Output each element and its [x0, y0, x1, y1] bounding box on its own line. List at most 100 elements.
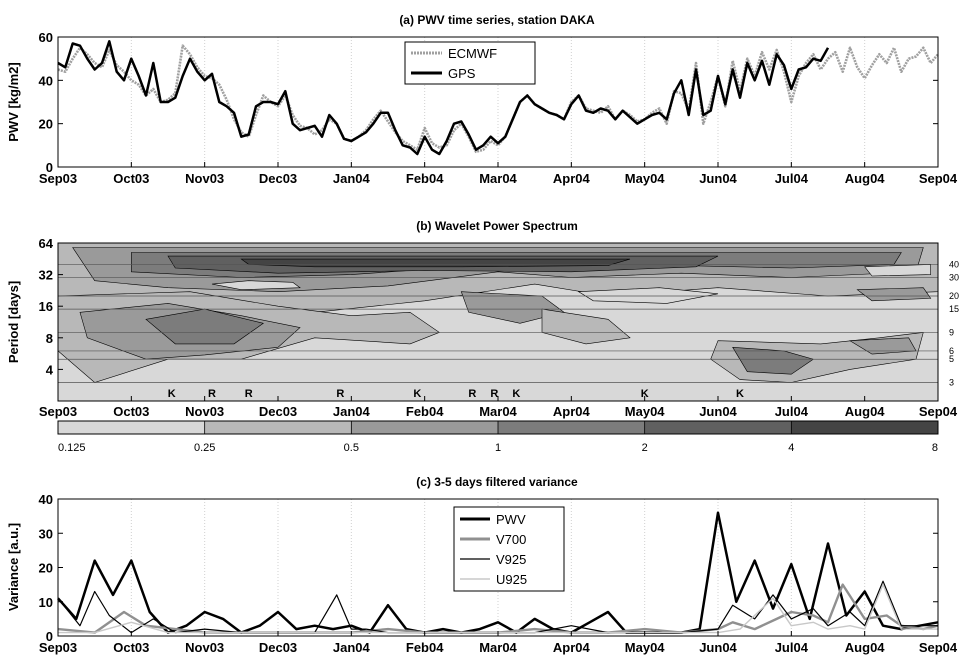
x-tick-label: Jul04	[775, 404, 809, 419]
x-tick-label: Feb04	[406, 171, 444, 186]
event-marker: R	[490, 388, 498, 400]
panel-c-title: (c) 3-5 days filtered variance	[416, 475, 578, 489]
series-pwv-line	[57, 511, 939, 634]
right-tick-label: 5	[949, 354, 954, 364]
y-tick-label: 32	[39, 268, 53, 283]
y-tick-label: 20	[39, 561, 53, 576]
colorbar-tick-label: 0.5	[344, 442, 359, 454]
colorbar-ticks: 0.125 0.25 0.5 1 2 4 8	[57, 421, 939, 454]
event-marker: K	[641, 388, 649, 400]
event-marker: R	[245, 388, 253, 400]
colorbar-swatch	[498, 421, 645, 434]
x-tick-label: Sep03	[39, 640, 77, 655]
x-tick-label: Oct03	[113, 171, 149, 186]
x-tick-label: Jan04	[333, 640, 371, 655]
colorbar-tick-label: 8	[932, 442, 938, 454]
panel-b-title: (b) Wavelet Power Spectrum	[416, 219, 578, 233]
wavelet-power-region	[145, 308, 265, 345]
x-tick-label: Sep04	[919, 640, 958, 655]
wavelet-power-region	[240, 258, 631, 268]
panel-c-legend: PWV V700 V925 U925	[453, 506, 565, 592]
legend-gps-label: GPS	[448, 66, 476, 81]
y-tick-label: 8	[46, 331, 53, 346]
colorbar-swatch	[644, 421, 792, 434]
x-tick-label: Nov03	[185, 171, 224, 186]
panel-a-ylabel: PWV [kg/m2]	[6, 62, 21, 141]
panel-a: (a) PWV time series, station DAKA 0 20 40 6…	[6, 13, 958, 186]
x-tick-label: Jan04	[333, 404, 371, 419]
y-tick-label: 0	[46, 629, 53, 644]
y-tick-label: 64	[39, 236, 54, 251]
y-tick-label: 40	[39, 73, 53, 88]
x-tick-label: Jul04	[775, 640, 809, 655]
colorbar-tick-label: 2	[642, 442, 648, 454]
right-tick-label: 40	[949, 259, 959, 269]
panel-a-title: (a) PWV time series, station DAKA	[399, 13, 595, 27]
colorbar-tick-label: 4	[788, 442, 794, 454]
wavelet-power-region	[732, 346, 814, 375]
y-tick-label: 0	[46, 160, 53, 175]
colorbar-swatch	[204, 421, 352, 434]
panel-c: (c) 3-5 days filtered variance 0 10 20 30 40…	[6, 475, 958, 655]
panel-a-legend: ECMWF GPS	[404, 41, 536, 85]
panel-c-y-ticks: 0 10 20 30 40	[39, 492, 938, 644]
x-tick-label: Mar04	[479, 171, 517, 186]
wavelet-low-power-patch	[211, 280, 301, 291]
x-tick-label: Feb04	[406, 404, 444, 419]
panel-b: (b) Wavelet Power Spectrum 4 8 16 32 64 40 30…	[6, 219, 959, 419]
event-marker: R	[208, 388, 216, 400]
x-tick-label: Aug04	[845, 171, 886, 186]
x-tick-label: Oct03	[113, 640, 149, 655]
x-tick-label: Sep04	[919, 404, 958, 419]
x-tick-label: Jun04	[699, 404, 737, 419]
legend-ecmwf-label: ECMWF	[448, 46, 497, 61]
panel-b-right-ticks: 40 30 20 15 9 65 3	[949, 259, 959, 387]
event-marker: R	[336, 388, 344, 400]
x-tick-label: Sep03	[39, 171, 77, 186]
event-marker: R	[468, 388, 476, 400]
x-tick-label: Sep04	[919, 171, 958, 186]
legend-pwv-label: PWV	[496, 512, 526, 527]
right-tick-label: 30	[949, 273, 959, 283]
colorbar-tick-label: 0.25	[194, 442, 215, 454]
wavelet-low-power-patch	[864, 264, 931, 277]
event-marker: K	[736, 388, 744, 400]
x-tick-label: Jun04	[699, 171, 737, 186]
panel-a-series-group	[57, 40, 939, 156]
x-tick-label: May04	[625, 404, 666, 419]
colorbar-tick-label: 1	[495, 442, 501, 454]
panel-b-y-ticks: 4 8 16 32 64	[39, 236, 63, 377]
x-tick-label: Nov03	[185, 640, 224, 655]
y-tick-label: 40	[39, 492, 53, 507]
legend-v925-label: V925	[496, 552, 526, 567]
right-tick-label: 6	[949, 346, 954, 356]
colorbar: 0.125 0.25 0.5 1 2 4 8	[57, 420, 939, 454]
right-tick-label: 9	[949, 327, 954, 337]
x-tick-label: Dec03	[259, 404, 297, 419]
event-marker: K	[413, 388, 421, 400]
colorbar-swatches	[58, 421, 938, 434]
series-gps-line	[57, 40, 830, 156]
x-tick-label: Aug04	[845, 404, 886, 419]
x-tick-label: Feb04	[406, 640, 444, 655]
event-marker: K	[168, 388, 176, 400]
x-tick-label: Apr04	[553, 404, 591, 419]
x-tick-label: Apr04	[553, 640, 591, 655]
x-tick-label: Aug04	[845, 640, 886, 655]
y-tick-label: 30	[39, 526, 53, 541]
x-tick-label: Jun04	[699, 640, 737, 655]
y-tick-label: 20	[39, 117, 53, 132]
colorbar-swatch	[351, 421, 498, 434]
x-tick-label: May04	[625, 640, 666, 655]
y-tick-label: 16	[39, 299, 53, 314]
y-tick-label: 10	[39, 595, 53, 610]
x-tick-label: Oct03	[113, 404, 149, 419]
x-tick-label: Mar04	[479, 640, 517, 655]
x-tick-label: Dec03	[259, 640, 297, 655]
x-tick-label: Apr04	[553, 171, 591, 186]
right-tick-label: 15	[949, 304, 959, 314]
right-tick-label: 3	[949, 378, 954, 388]
x-tick-label: Mar04	[479, 404, 517, 419]
